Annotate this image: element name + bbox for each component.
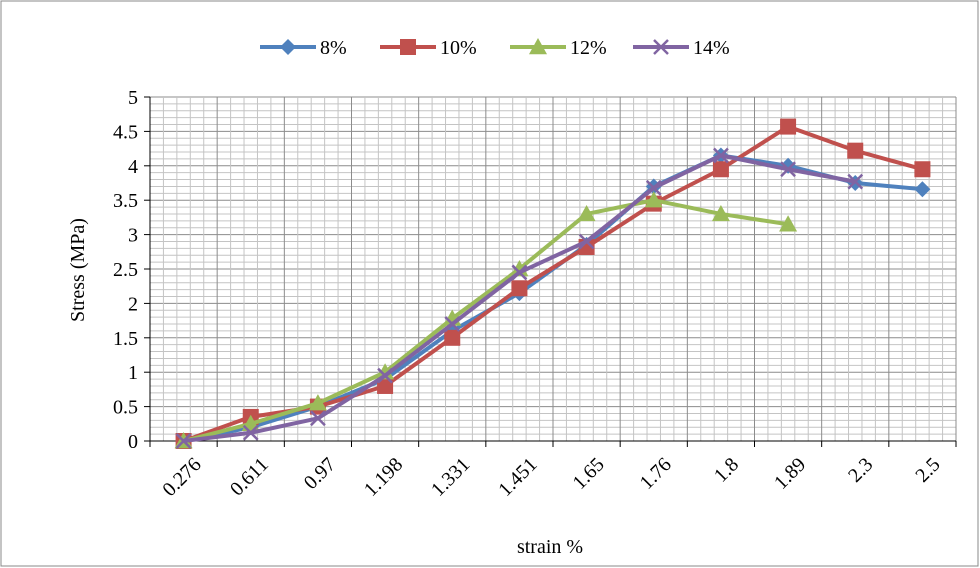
data-point: [711, 204, 730, 222]
legend-label: 10%: [440, 37, 477, 59]
y-tick-label: 1.5: [113, 328, 138, 350]
data-point: [175, 433, 192, 449]
data-point: [444, 316, 461, 332]
data-point: [645, 179, 662, 196]
data-point: [847, 173, 864, 190]
data-point: [577, 204, 596, 222]
cross-stroke: [444, 316, 461, 332]
legend-marker: [653, 39, 669, 55]
cross-stroke: [377, 367, 393, 384]
legend-item: 14%: [633, 37, 730, 59]
y-tick-label: 2: [128, 293, 138, 315]
cross-stroke: [578, 233, 595, 250]
series-12pct: [174, 191, 798, 449]
data-point: [914, 161, 931, 178]
legend-label: 8%: [320, 37, 347, 59]
cross-stroke: [175, 433, 192, 449]
y-tick-label: 0.5: [113, 397, 138, 419]
data-point: [712, 161, 729, 178]
legend-label: 12%: [570, 37, 607, 59]
legend-label: 14%: [693, 37, 730, 59]
data-point: [578, 233, 595, 250]
data-point: [308, 394, 327, 411]
cross-stroke: [653, 39, 669, 55]
y-tick-label: 2.5: [113, 259, 138, 281]
legend-marker: [280, 39, 296, 55]
y-tick-label: 4: [128, 156, 138, 178]
data-point: [914, 181, 931, 198]
cross-stroke: [713, 147, 729, 164]
axes: [144, 96, 957, 447]
data-point: [377, 367, 393, 384]
y-tick-label: 4.5: [113, 121, 138, 143]
data-point: [376, 363, 395, 380]
legend-marker: [400, 39, 416, 55]
legend-item: 8%: [260, 37, 347, 59]
data-point: [377, 377, 394, 394]
y-axis-label: Stress (MPa): [67, 218, 89, 322]
data-point: [310, 410, 326, 427]
cross-stroke: [847, 173, 864, 190]
series-14pct: [175, 147, 864, 449]
legend-marker: [529, 38, 547, 55]
y-tick-label: 0: [128, 431, 138, 453]
series: [174, 118, 931, 449]
y-tick-label: 3.5: [113, 190, 138, 212]
data-point: [713, 147, 729, 164]
data-point: [511, 280, 528, 297]
legend-item: 12%: [510, 37, 607, 59]
cross-stroke: [645, 179, 662, 196]
legend: 8% 10% 12% 14%: [260, 37, 730, 59]
x-axis-label: strain %: [517, 536, 583, 558]
data-point: [444, 329, 461, 346]
cross-stroke: [242, 424, 259, 441]
y-tick-label: 1: [128, 362, 138, 384]
data-point: [847, 142, 864, 159]
data-point: [780, 161, 796, 178]
y-tick-label: 3: [128, 225, 138, 247]
data-point: [644, 191, 663, 208]
cross-stroke: [511, 264, 528, 281]
legend-item: 10%: [380, 37, 477, 59]
series-line: [183, 198, 789, 443]
data-point: [242, 424, 259, 441]
cross-stroke: [310, 410, 326, 427]
y-tick-label: 5: [128, 87, 138, 109]
data-point: [779, 215, 798, 232]
y-tick-labels: 0 0.5 1 1.5 2 2.5 3 3.5 4 4.5 5: [113, 87, 138, 453]
data-point: [511, 264, 528, 281]
data-point: [780, 118, 797, 135]
cross-stroke: [780, 161, 796, 178]
